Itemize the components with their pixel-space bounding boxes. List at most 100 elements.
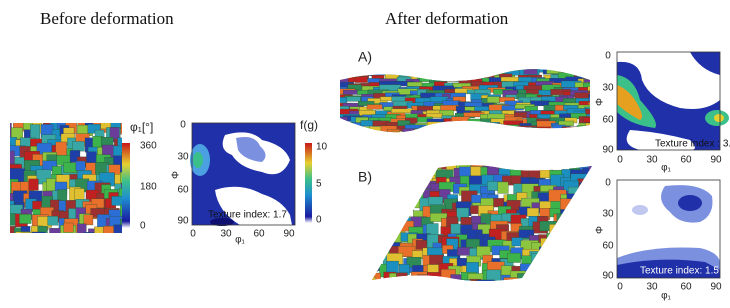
- colorbar-tick: 180: [140, 182, 157, 193]
- grain: [384, 61, 404, 67]
- x-tick-label: 60: [253, 229, 265, 240]
- grain: [113, 224, 122, 233]
- grain: [340, 238, 354, 249]
- grain: [577, 278, 592, 281]
- grain: [55, 141, 67, 156]
- grain: [549, 224, 566, 237]
- grain: [577, 237, 592, 253]
- grain: [398, 72, 415, 78]
- grain: [372, 204, 377, 214]
- grain: [517, 125, 538, 131]
- grain: [337, 134, 356, 138]
- grain: [590, 67, 608, 72]
- grain: [370, 135, 391, 142]
- grain: [395, 135, 416, 142]
- grain: [334, 201, 347, 215]
- grain: [591, 165, 592, 168]
- grain: [446, 135, 465, 139]
- grain: [340, 106, 350, 112]
- x-tick-label: 60: [680, 282, 692, 293]
- grain: [476, 279, 495, 281]
- grain: [578, 221, 592, 233]
- grain: [561, 128, 575, 133]
- y-tick-label: 0: [605, 51, 611, 62]
- grain: [358, 133, 379, 138]
- grain: [572, 133, 592, 137]
- grain: [389, 165, 405, 170]
- grain: [495, 62, 514, 68]
- odf-contour: [193, 152, 203, 168]
- grain: [1, 235, 15, 248]
- deformed-slab: [337, 61, 608, 142]
- grain: [542, 131, 564, 133]
- grain: [379, 234, 396, 244]
- grain: [577, 271, 592, 281]
- grain: [556, 213, 568, 226]
- grain: [392, 282, 405, 296]
- grain: [553, 277, 564, 281]
- grain: [438, 123, 457, 128]
- grain: [382, 165, 400, 171]
- grain: [318, 167, 330, 175]
- y-axis-label: Φ: [171, 171, 182, 179]
- grain: [320, 201, 337, 215]
- grain: [576, 125, 590, 132]
- grain: [75, 160, 86, 171]
- y-tick-label: 90: [602, 145, 614, 156]
- grain: [503, 277, 519, 281]
- grain: [322, 250, 338, 260]
- grain: [589, 246, 592, 258]
- grain: [379, 198, 397, 208]
- grain: [412, 165, 424, 173]
- grain: [517, 165, 528, 171]
- grain: [577, 258, 592, 270]
- grain: [518, 229, 535, 239]
- grain: [357, 235, 371, 243]
- grain: [551, 237, 564, 250]
- grain: [588, 165, 592, 180]
- grain: [568, 232, 583, 247]
- grain: [357, 101, 375, 106]
- grain: [372, 223, 387, 236]
- grain: [530, 265, 541, 276]
- grain: [372, 196, 373, 206]
- grain: [20, 232, 35, 233]
- grain: [83, 214, 94, 226]
- grain: [435, 124, 455, 129]
- grain: [583, 130, 590, 133]
- texture-index: Texture index: 1.5: [640, 266, 719, 277]
- grain: [556, 274, 573, 281]
- grain: [507, 63, 519, 69]
- grain: [437, 283, 453, 295]
- grain: [343, 134, 357, 138]
- grain: [572, 63, 587, 69]
- grain: [582, 192, 592, 203]
- grain: [330, 167, 341, 176]
- grain: [583, 82, 590, 89]
- grain: [372, 262, 374, 275]
- grain: [381, 181, 393, 196]
- grain: [467, 273, 485, 281]
- grain: [400, 191, 417, 203]
- grain: [393, 192, 406, 203]
- grain: [332, 214, 342, 225]
- x-tick-label: 90: [710, 282, 722, 293]
- grain: [19, 214, 32, 224]
- grain: [480, 133, 496, 138]
- grain: [357, 224, 371, 236]
- colorbar-tick: 10: [316, 142, 328, 153]
- grain: [407, 69, 423, 75]
- grain: [459, 135, 477, 140]
- grain: [444, 61, 460, 66]
- y-tick-label: 60: [602, 241, 614, 252]
- grain: [340, 69, 349, 72]
- grain: [97, 237, 111, 252]
- grain: [402, 165, 414, 178]
- grain: [117, 137, 122, 153]
- grain: [580, 247, 592, 257]
- grain: [553, 129, 567, 133]
- panel-label: A): [358, 49, 372, 65]
- grain: [529, 133, 544, 138]
- grain: [418, 282, 429, 294]
- grain: [342, 128, 356, 133]
